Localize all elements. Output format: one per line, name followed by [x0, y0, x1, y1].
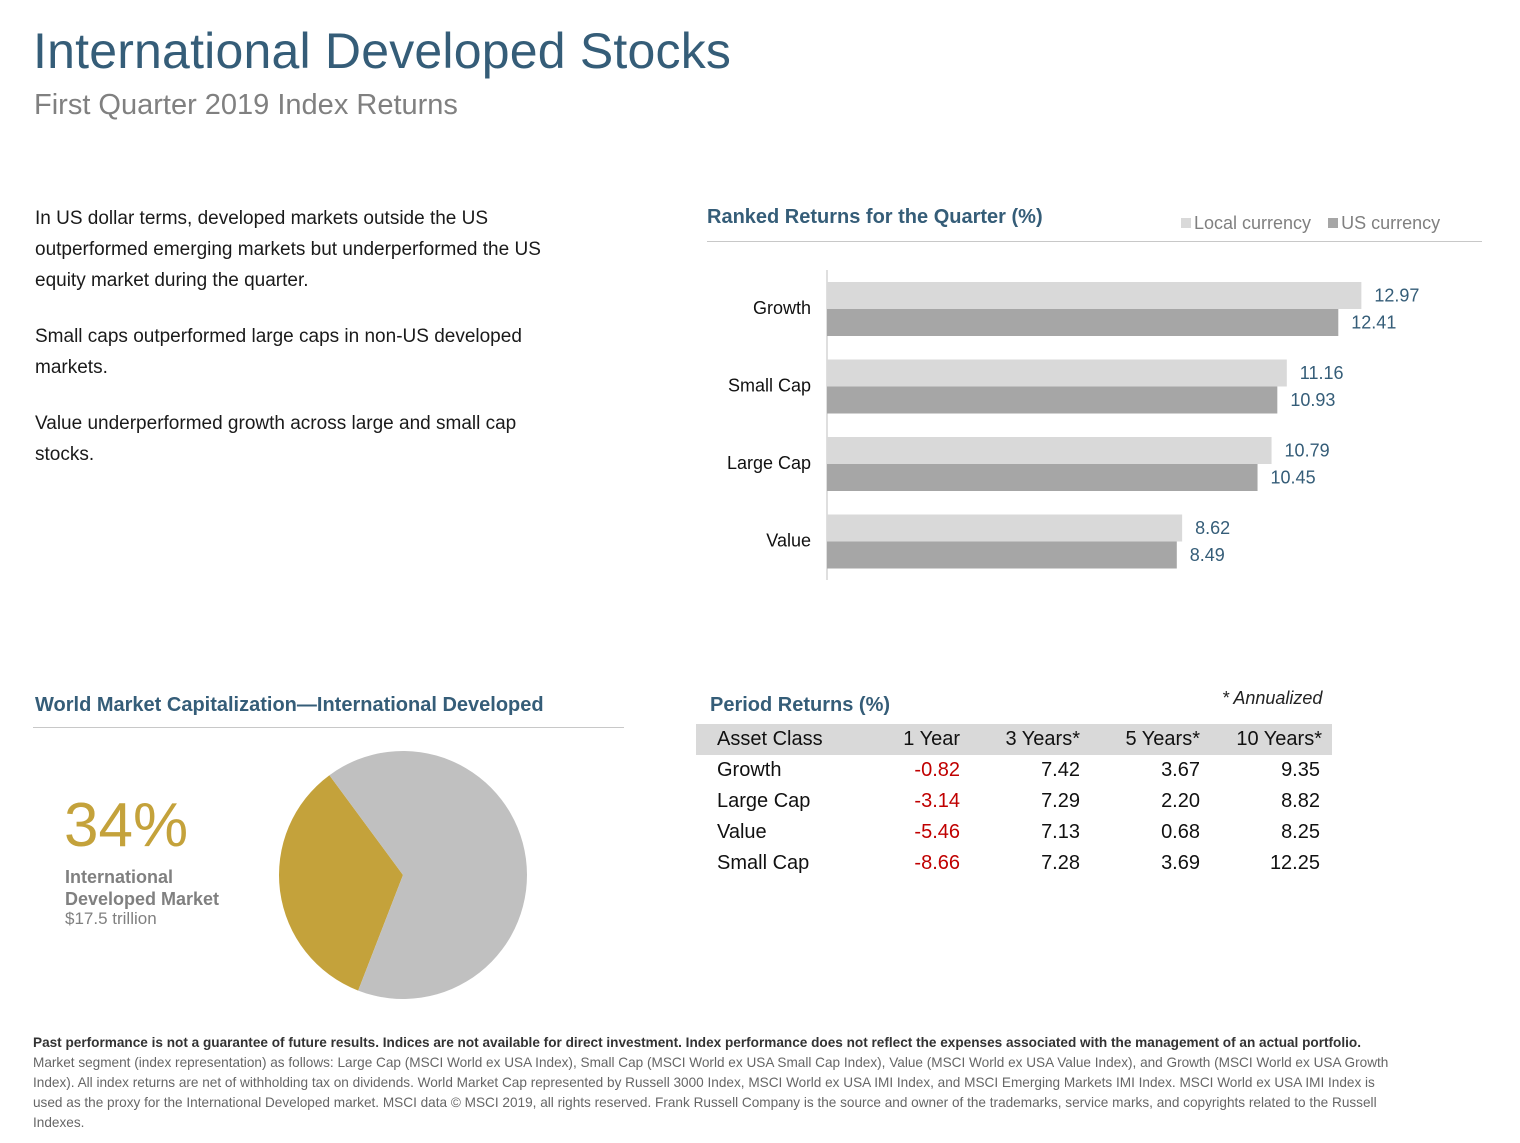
bar-local — [827, 282, 1362, 309]
column-header: 3 Years* — [960, 724, 1080, 755]
table-row: Value -5.46 7.13 0.68 8.25 — [696, 817, 1332, 848]
table-cell: 3.69 — [1161, 852, 1200, 874]
market-cap-pie-chart — [279, 751, 527, 999]
data-label: 10.93 — [1290, 390, 1335, 410]
data-label: 8.62 — [1195, 518, 1230, 538]
footer-notes: Market segment (index representation) as… — [33, 1055, 1389, 1130]
bar-us — [827, 541, 1177, 569]
category-label: Value — [766, 531, 811, 551]
data-label: 8.49 — [1190, 545, 1225, 565]
period-returns-title: Period Returns (%) — [710, 694, 891, 716]
market-cap-divider — [33, 727, 624, 728]
market-cap-value: $17.5 trillion — [65, 909, 157, 928]
legend-us-swatch — [1328, 218, 1339, 228]
annualized-note: * Annualized — [1222, 688, 1323, 708]
pie-slice-international-developed — [279, 775, 403, 991]
table-row: Growth -0.82 7.42 3.67 9.35 — [696, 755, 1332, 786]
table-cell: 7.42 — [1041, 759, 1080, 781]
bar-us — [827, 309, 1339, 336]
legend-local-label: Local currency — [1194, 213, 1312, 233]
footer-disclaimer: Past performance is not a guarantee of f… — [33, 1035, 1361, 1050]
table-cell: -0.82 — [914, 759, 960, 781]
table-cell: 8.25 — [1281, 821, 1320, 843]
column-header: 1 Year — [868, 724, 960, 755]
page-title: International Developed Stocks — [33, 23, 732, 79]
chart-legend: Local currency US currency — [1181, 213, 1452, 234]
legend-us-label: US currency — [1341, 213, 1441, 233]
table-cell: -8.66 — [914, 852, 960, 874]
bar-us — [827, 386, 1278, 414]
data-label: 11.16 — [1300, 363, 1344, 383]
legend-local: Local currency — [1181, 213, 1311, 233]
period-returns-table: Asset Class 1 Year 3 Years* 5 Years* 10 … — [696, 724, 1332, 879]
market-cap-percent: 34% — [64, 791, 189, 860]
table-cell: Growth — [717, 759, 782, 781]
table-cell: Large Cap — [717, 790, 811, 812]
data-label: 10.79 — [1285, 441, 1330, 461]
ranked-divider — [707, 241, 1482, 242]
bar-local — [827, 514, 1183, 542]
table-cell: 0.68 — [1161, 821, 1200, 843]
table-cell: -5.46 — [914, 821, 960, 843]
ranked-returns-title: Ranked Returns for the Quarter (%) — [707, 206, 1043, 228]
market-cap-title: World Market Capitalization—Internationa… — [35, 694, 544, 716]
intro-paragraph: Small caps outperformed large caps in no… — [35, 326, 522, 378]
data-label: 10.45 — [1271, 468, 1316, 488]
table-row: Small Cap -8.66 7.28 3.69 12.25 — [696, 848, 1332, 879]
table-cell: -3.14 — [914, 790, 960, 812]
intro-text: In US dollar terms, developed markets ou… — [35, 203, 575, 495]
legend-us: US currency — [1328, 213, 1440, 233]
pie-slice-rest-of-world — [329, 751, 527, 999]
data-label: 12.41 — [1351, 313, 1396, 333]
bar-local — [827, 359, 1287, 387]
intro-paragraph: Value underperformed growth across large… — [35, 413, 517, 465]
column-header: 10 Years* — [1200, 724, 1332, 755]
table-cell: 9.35 — [1281, 759, 1320, 781]
bar-local — [827, 437, 1272, 464]
table-cell: 7.29 — [1041, 790, 1080, 812]
table-cell: 8.82 — [1281, 790, 1320, 812]
legend-local-swatch — [1181, 218, 1191, 228]
table-cell: 7.13 — [1041, 821, 1080, 843]
footer-disclosure: Past performance is not a guarantee of f… — [33, 1033, 1393, 1133]
bar-us — [827, 464, 1258, 491]
market-cap-label: International Developed Market — [65, 867, 220, 909]
category-label: Growth — [753, 298, 811, 318]
intro-paragraph: In US dollar terms, developed markets ou… — [35, 208, 541, 291]
page-subtitle: First Quarter 2019 Index Returns — [34, 89, 458, 121]
table-cell: 12.25 — [1269, 852, 1320, 874]
table-row: Large Cap -3.14 7.29 2.20 8.82 — [696, 786, 1332, 817]
table-cell: 3.67 — [1161, 759, 1200, 781]
table-cell: Value — [717, 821, 767, 843]
category-label: Large Cap — [727, 453, 811, 473]
ranked-returns-chart: Growth 12.97 12.41 Small Cap 11.16 10.93 Large… — [727, 270, 1419, 580]
data-label: 12.97 — [1374, 286, 1419, 306]
category-label: Small Cap — [728, 376, 811, 396]
table-cell: 2.20 — [1161, 790, 1200, 812]
column-header: 5 Years* — [1080, 724, 1200, 755]
column-header: Asset Class — [696, 724, 868, 755]
table-header-row: Asset Class 1 Year 3 Years* 5 Years* 10 … — [696, 724, 1332, 755]
table-cell: Small Cap — [717, 852, 810, 874]
table-cell: 7.28 — [1041, 852, 1080, 874]
